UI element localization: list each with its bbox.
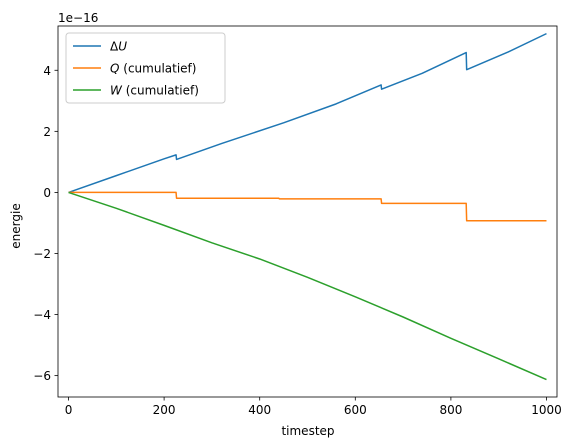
legend-box — [65, 32, 226, 104]
plot-area — [57, 25, 558, 398]
x-tick-label: 0 — [65, 403, 73, 417]
series-line-u — [68, 32, 547, 194]
x-tick-label: 600 — [344, 403, 367, 417]
y-tick-label: 2 — [43, 125, 51, 139]
y-tick-label: −4 — [33, 308, 51, 322]
y-offset-text: 1e−16 — [58, 11, 98, 25]
legend-entry: Q (cumulatief) — [110, 62, 196, 76]
x-axis: 0 200 400 600 800 1000 — [65, 397, 562, 417]
series-line-w — [68, 191, 547, 381]
x-axis-label: timestep — [281, 424, 334, 438]
x-tick-label: 800 — [439, 403, 462, 417]
x-tick-label: 400 — [248, 403, 271, 417]
series-line-q — [68, 191, 547, 222]
x-tick-label: 1000 — [531, 403, 562, 417]
y-tick-label: −6 — [33, 369, 51, 383]
x-tick-label: 200 — [153, 403, 176, 417]
y-tick-label: 0 — [43, 186, 51, 200]
legend-entry: ΔU — [110, 40, 127, 54]
y-axis-label: energie — [9, 203, 23, 248]
axes-frame — [57, 25, 558, 398]
legend-entry: W (cumulatief) — [110, 84, 199, 98]
y-axis: −6 −4 −2 0 2 4 — [33, 64, 58, 383]
y-tick-label: −2 — [33, 247, 51, 261]
y-tick-label: 4 — [43, 64, 51, 78]
legend: ΔU Q (cumulatief) W (cumulatief) — [65, 32, 226, 104]
